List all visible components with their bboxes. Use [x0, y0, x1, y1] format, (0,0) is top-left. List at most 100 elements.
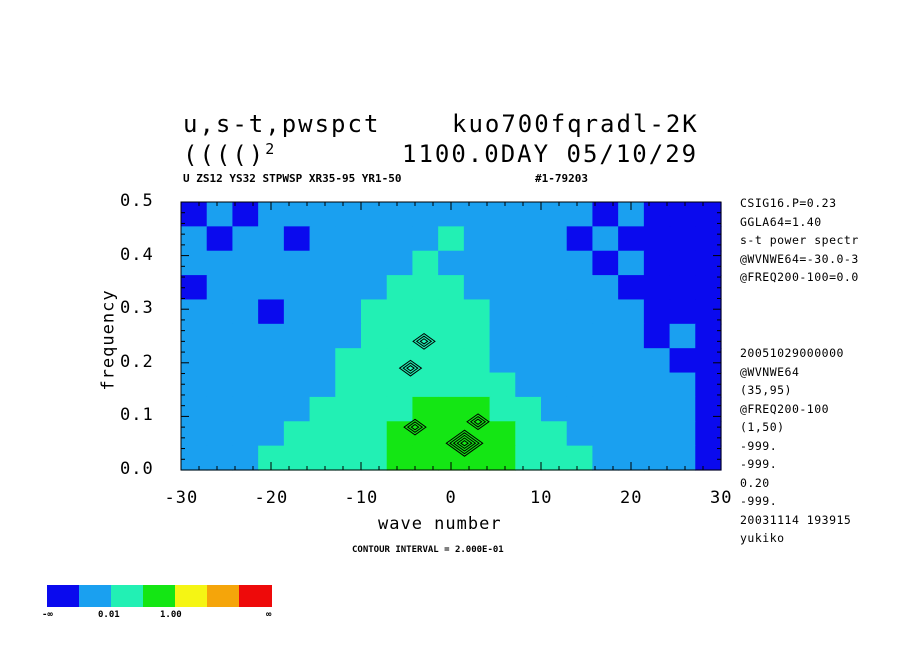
heatmap-cell [335, 275, 362, 301]
axes [180, 201, 722, 471]
plot-title: u,s-t,pwspct [183, 110, 381, 138]
heatmap-cell [566, 421, 594, 447]
heatmap-cell [386, 275, 414, 301]
colorbar-swatch [79, 585, 112, 607]
heatmap-cell [412, 250, 439, 276]
heatmap-cell [438, 396, 465, 422]
heatmap-cell [438, 299, 465, 325]
x-tick-label: 20 [620, 488, 643, 508]
heatmap-cell [438, 323, 465, 349]
heatmap-cell [361, 226, 388, 252]
y-tick-label: 0.2 [120, 351, 154, 372]
heatmap-cell [643, 299, 671, 325]
heatmap-cell [643, 226, 671, 252]
heatmap-cell [566, 299, 594, 325]
heatmap-cell [412, 445, 439, 471]
side-info-line: 20051029000000 [740, 346, 844, 360]
heatmap-cell [206, 396, 234, 422]
heatmap-cell [361, 421, 388, 447]
heatmap-cell [643, 445, 671, 471]
contour-line [398, 359, 423, 377]
heatmap-cell [232, 348, 259, 374]
plot-subtitle: (((()2 [183, 140, 276, 169]
contour-line [459, 439, 470, 447]
heatmap-cell [592, 299, 619, 325]
heatmap-cell [643, 202, 671, 227]
heatmap-cell [618, 396, 645, 422]
side-info-line: 20031114 193915 [740, 512, 852, 527]
heatmap-cell [592, 348, 619, 374]
heatmap-cell [669, 299, 696, 325]
heatmap-cell [283, 372, 311, 398]
heatmap-cell [438, 372, 465, 398]
heatmap-cell [232, 396, 259, 422]
heatmap-cell [515, 202, 542, 227]
heatmap-cell [206, 445, 234, 471]
heatmap-cell [309, 275, 336, 301]
heatmap-cell [489, 396, 516, 422]
heatmap-cell [206, 299, 234, 325]
heatmap-cell [618, 250, 645, 276]
heatmap-cell [566, 348, 594, 374]
heatmap-cell [618, 226, 645, 252]
heatmap-cell [335, 202, 362, 227]
heatmap-cell [181, 299, 208, 325]
subtitle-superscript: 2 [265, 140, 277, 158]
heatmap-cell [489, 445, 516, 471]
heatmap-cell [695, 202, 722, 227]
heatmap-cell [669, 396, 696, 422]
heatmap-cell [232, 299, 259, 325]
heatmap-cell [489, 202, 516, 227]
heatmap-cell [463, 202, 491, 227]
heatmap-cell [361, 275, 388, 301]
heatmap-cell [309, 202, 336, 227]
heatmap-cell [335, 421, 362, 447]
heatmap-cell [643, 421, 671, 447]
heatmap-cell [283, 323, 311, 349]
heatmap-cell [283, 396, 311, 422]
contour-line [445, 429, 484, 457]
y-axis-label: frequency [98, 289, 119, 391]
heatmap-cell [515, 421, 542, 447]
heatmap-cell [258, 323, 285, 349]
heatmap-cell [386, 445, 414, 471]
side-info-line: (35,95) [740, 383, 792, 397]
heatmap-cell [181, 348, 208, 374]
heatmap-cell [206, 202, 234, 227]
contour-line [410, 423, 420, 431]
heatmap-cell [309, 372, 336, 398]
subtitle-text: (((() [183, 141, 266, 169]
heatmap-cell [515, 445, 542, 471]
heatmap-cell [206, 372, 234, 398]
heatmap-cell [283, 445, 311, 471]
heatmap-cell [618, 299, 645, 325]
heatmap-cell [541, 275, 568, 301]
heatmap-cell [335, 323, 362, 349]
heatmap-cell [386, 202, 414, 227]
heatmap-cell [489, 323, 516, 349]
heatmap-cell [618, 421, 645, 447]
heatmap-cell [643, 250, 671, 276]
heatmap-cell [309, 226, 336, 252]
heatmap-cell [181, 323, 208, 349]
heatmap-cell [669, 275, 696, 301]
heatmap-cell [206, 250, 234, 276]
heatmap-cell [566, 372, 594, 398]
heatmap-cell [541, 372, 568, 398]
heatmap-cell [669, 372, 696, 398]
heatmap-cell [541, 445, 568, 471]
x-tick-label: 30 [710, 488, 733, 508]
contour-line [469, 415, 487, 428]
heatmap-cell [335, 226, 362, 252]
heatmap-cell [361, 348, 388, 374]
heatmap-cell [206, 323, 234, 349]
contour-line [473, 418, 483, 425]
heatmap-cell [695, 396, 722, 422]
y-tick-label: 0.0 [120, 459, 154, 479]
heatmap-cell [489, 250, 516, 276]
heatmap-cell [463, 323, 491, 349]
heatmap-cell [592, 445, 619, 471]
heatmap-cell [335, 250, 362, 276]
heatmap-cell [386, 396, 414, 422]
